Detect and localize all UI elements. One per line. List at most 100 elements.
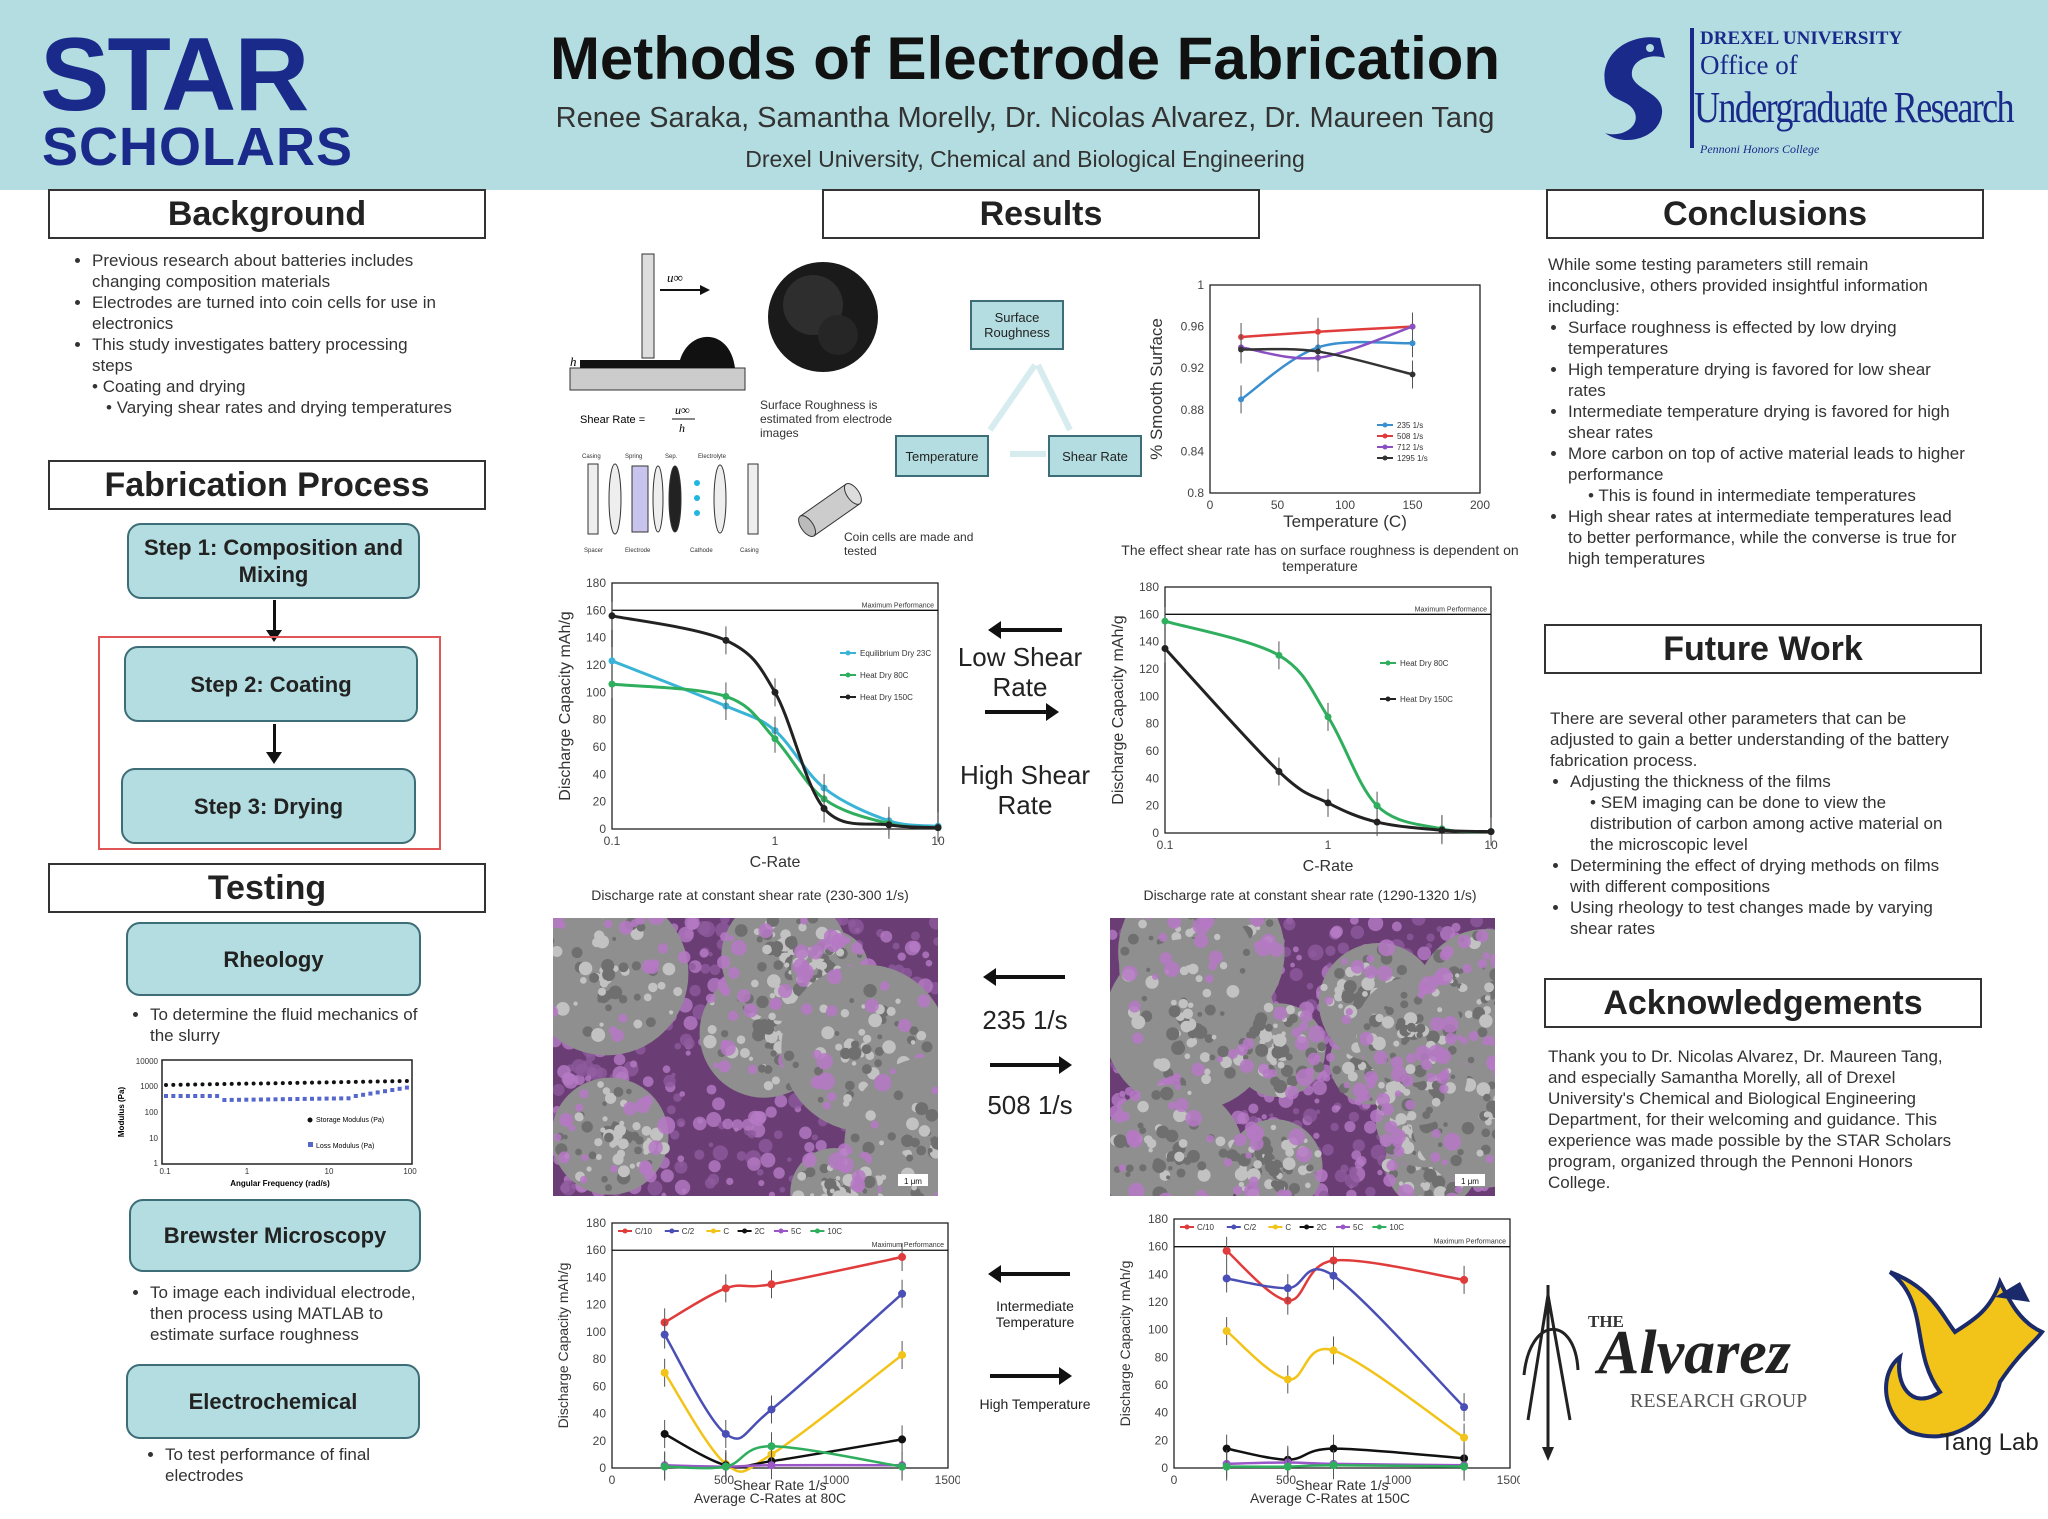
data-point: [1222, 1444, 1231, 1453]
arrow-right-icon: [990, 1367, 1072, 1385]
triangle-arrows: [987, 363, 1073, 432]
svg-text:10: 10: [149, 1134, 158, 1143]
x-tick-label: 200: [1470, 498, 1490, 512]
x-tick-label: 1000: [1385, 1473, 1412, 1487]
conclusions-heading: Conclusions: [1546, 189, 1984, 239]
loss-point: [178, 1094, 183, 1098]
x-tick-label: 0: [1207, 498, 1214, 512]
storage-point: [266, 1081, 271, 1086]
loss-point: [215, 1094, 220, 1098]
svg-text:u∞: u∞: [675, 403, 690, 417]
legend-label: 712 1/s: [1397, 443, 1423, 452]
loss-point: [280, 1097, 285, 1102]
triangle-shear-rate: Shear Rate: [1048, 435, 1142, 477]
data-point: [1161, 645, 1169, 652]
loss-point: [251, 1097, 256, 1102]
star-scholars-logo: STAR SCHOLARS: [40, 22, 352, 172]
legend-label: C/2: [682, 1227, 695, 1236]
storage-point: [244, 1081, 249, 1086]
series-line: [1226, 1268, 1465, 1409]
data-point: [1283, 1284, 1292, 1293]
legend-marker: [1382, 444, 1388, 450]
y-tick-label: 0: [1161, 1461, 1168, 1475]
svg-text:Spacer: Spacer: [584, 548, 603, 554]
poster-title: Methods of Electrode Fabrication: [549, 25, 1501, 92]
legend-label: Heat Dry 80C: [860, 671, 909, 680]
legend-marker: [742, 1228, 748, 1234]
data-point: [1161, 617, 1169, 625]
storage-point: [273, 1081, 278, 1086]
x-axis-label: Shear Rate 1/s: [733, 1477, 826, 1493]
scale-bar-label: 1 μm: [1461, 1177, 1479, 1186]
background-bullet: This study investigates battery processi…: [92, 334, 452, 376]
data-point: [1222, 1274, 1231, 1283]
y-tick-label: 20: [1146, 799, 1160, 813]
svg-text:0.1: 0.1: [159, 1167, 171, 1176]
legend-label: Heat Dry 150C: [860, 693, 913, 702]
storage-point: [258, 1081, 263, 1086]
data-point: [1222, 1462, 1231, 1471]
storage-point: [331, 1080, 336, 1085]
data-point: [820, 805, 828, 812]
tang-lab-logo: Tang Lab: [1884, 1270, 2045, 1456]
loss-point: [353, 1094, 358, 1098]
data-point: [767, 1461, 776, 1470]
roughness-caption: Surface Roughness is estimated from elec…: [760, 398, 893, 440]
rheology-box: Rheology: [126, 922, 421, 996]
data-point: [1409, 340, 1416, 347]
y-tick-label: 40: [593, 767, 607, 781]
storage-point: [397, 1079, 402, 1084]
drexel-line4: Pennoni Honors College: [1700, 142, 1820, 156]
storage-point: [404, 1079, 409, 1084]
legend-label: 5C: [791, 1227, 801, 1236]
data-point: [660, 1462, 669, 1471]
background-subsub: • Varying shear rates and drying tempera…: [106, 398, 452, 417]
storage-point: [295, 1080, 300, 1085]
data-point: [898, 1435, 907, 1444]
loss-point: [324, 1096, 329, 1101]
testing-heading: Testing: [48, 863, 486, 913]
legend-label: 2C: [1317, 1223, 1327, 1232]
svg-text:100: 100: [403, 1167, 417, 1176]
loss-point: [164, 1094, 168, 1098]
data-point: [721, 1284, 730, 1293]
y-tick-label: 120: [1139, 662, 1159, 676]
coin-caption: Coin cells are made and tested: [844, 530, 974, 558]
loss-point: [397, 1086, 402, 1091]
storage-point: [164, 1083, 168, 1087]
legend-label: 1295 1/s: [1397, 454, 1428, 463]
y-tick-label: 0: [1152, 826, 1159, 840]
legend-label: 2C: [755, 1227, 765, 1236]
data-point: [1409, 371, 1416, 378]
svg-text:Modulus (Pa): Modulus (Pa): [117, 1087, 126, 1138]
arrow-left-icon: [988, 621, 1062, 639]
loss-point: [258, 1097, 263, 1102]
y-tick-label: 140: [1139, 635, 1159, 649]
y-tick-label: 40: [593, 1407, 607, 1421]
legend-label: Equilibrium Dry 23C: [860, 649, 931, 658]
storage-point: [251, 1081, 256, 1086]
storage-point: [302, 1080, 307, 1085]
y-tick-label: 120: [586, 658, 606, 672]
data-point: [767, 1442, 776, 1451]
legend-label: 235 1/s: [1397, 421, 1423, 430]
data-point: [898, 1462, 907, 1471]
svg-text:Electrode: Electrode: [625, 548, 651, 554]
scale-bar: [1455, 1174, 1485, 1186]
acknowledgements-heading: Acknowledgements: [1544, 978, 1982, 1028]
high-temp-label: High Temperature: [979, 1396, 1091, 1412]
storage-point: [185, 1082, 190, 1087]
background-sub: • Coating and drying: [92, 377, 246, 396]
fabrication-heading: Fabrication Process: [48, 460, 486, 510]
svg-text:10000: 10000: [136, 1057, 159, 1066]
y-tick-label: 100: [1148, 1323, 1168, 1337]
discharge-high-caption: Discharge rate at constant shear rate (1…: [1143, 887, 1477, 903]
y-tick-label: 0.96: [1181, 320, 1205, 334]
data-point: [771, 688, 779, 696]
x-tick-label: 0.1: [604, 834, 621, 848]
triangle-temperature: Temperature: [895, 435, 989, 477]
data-point: [898, 1253, 907, 1262]
loss-point: [288, 1097, 293, 1102]
y-axis-label: Discharge Capacity mAh/g: [1117, 1261, 1133, 1427]
x-tick-label: 1: [772, 834, 779, 848]
